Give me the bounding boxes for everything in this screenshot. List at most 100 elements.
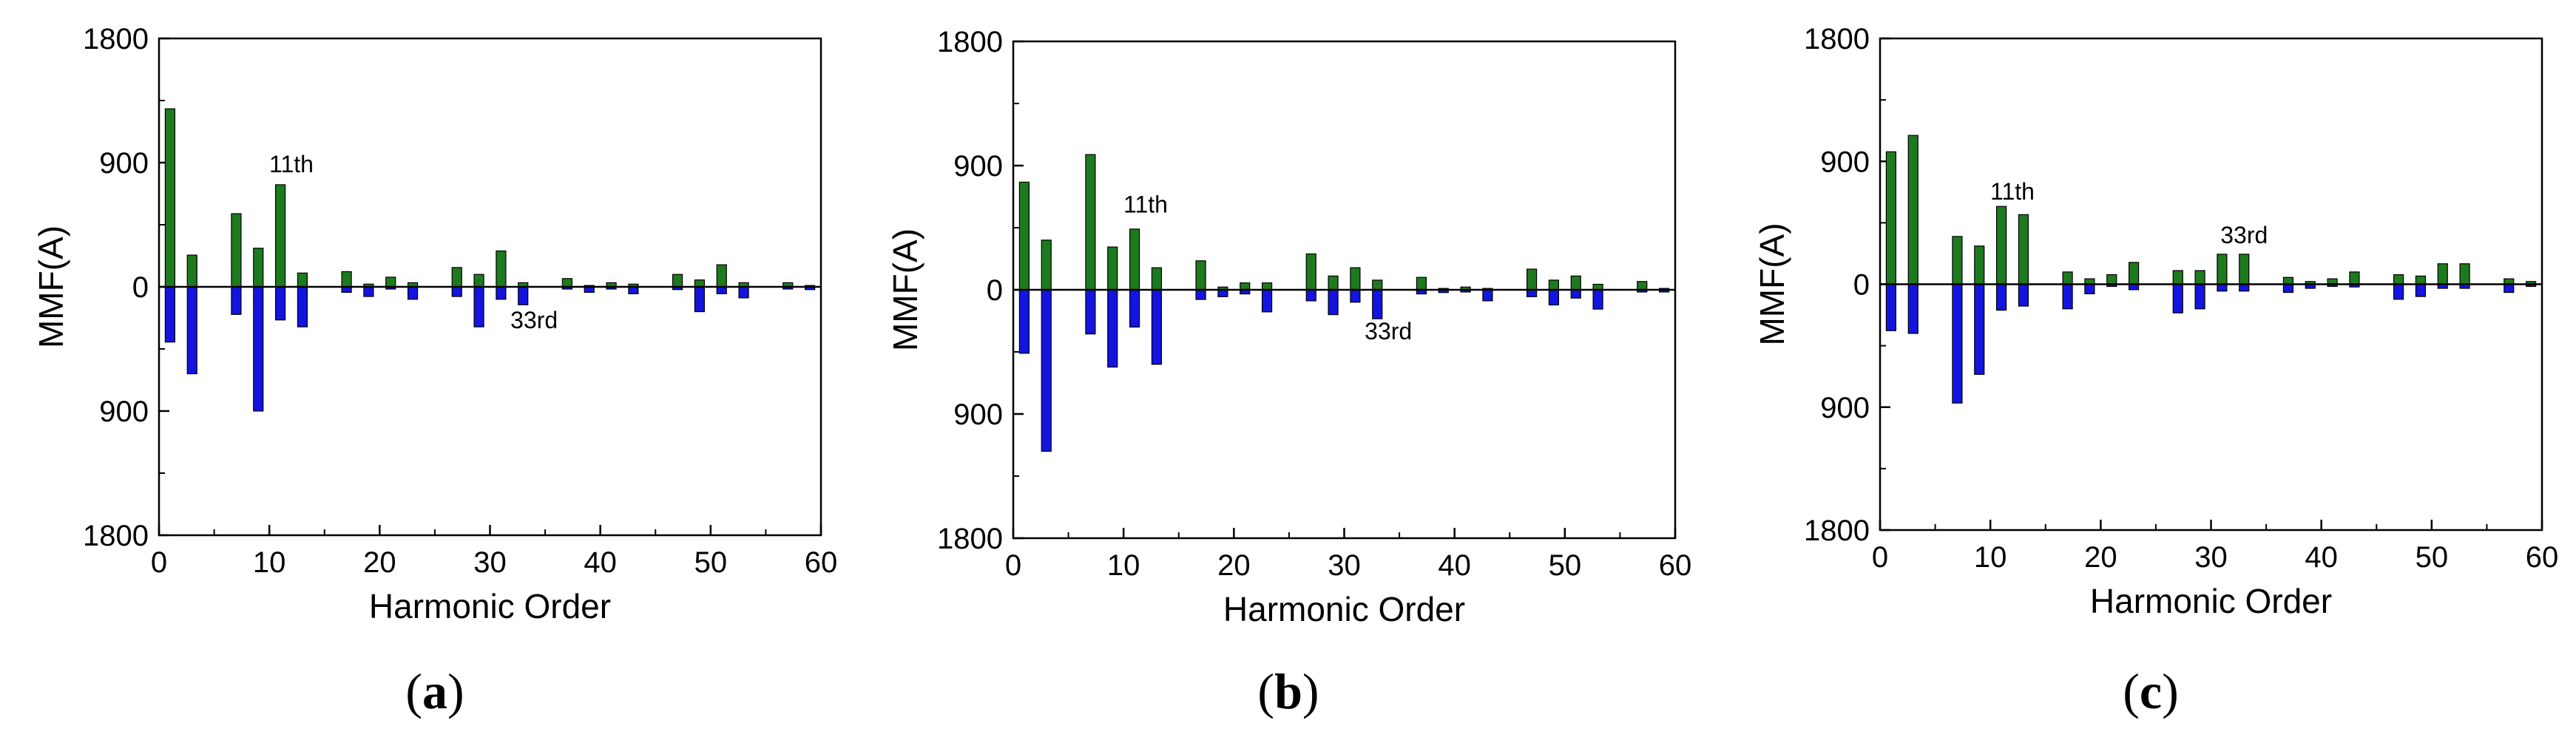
y-tick-label: 0 (987, 274, 1003, 307)
y-tick-label: 900 (953, 150, 1003, 183)
bar-negative (1548, 289, 1560, 306)
bar-negative (1952, 283, 1963, 404)
annotation-label: 11th (1123, 191, 1168, 217)
bar-positive (1637, 281, 1648, 291)
caption-open-paren: ( (405, 663, 422, 719)
bar-positive (1129, 228, 1140, 291)
panel-caption: (b) (1257, 663, 1319, 719)
y-tick-label: 1800 (1804, 515, 1870, 547)
bar-negative (694, 286, 706, 313)
bar-negative (1570, 289, 1581, 299)
bar-positive (1372, 279, 1383, 291)
caption-letter: a (422, 663, 447, 719)
bar-negative (738, 286, 749, 299)
bar-positive (1570, 275, 1581, 291)
x-tick-label: 50 (694, 546, 728, 579)
bar-negative (2172, 283, 2183, 313)
y-tick-label: 1800 (937, 26, 1003, 58)
x-axis-title: Harmonic Order (369, 587, 611, 625)
bar-positive (672, 274, 683, 288)
bar-positive (253, 248, 264, 288)
bar-negative (1261, 289, 1273, 313)
bar-positive (341, 271, 352, 288)
x-tick-label: 10 (253, 546, 286, 579)
bar-negative (496, 286, 507, 300)
bar-negative (2217, 283, 2228, 292)
y-axis-title: MMF(A) (886, 228, 924, 351)
bar-negative (1482, 289, 1493, 302)
bar-negative (2062, 283, 2073, 310)
bar-negative (1217, 289, 1228, 297)
panel-caption: (a) (405, 663, 464, 719)
x-tick-label: 50 (2416, 541, 2449, 574)
x-tick-label: 20 (363, 546, 396, 579)
bar-negative (1305, 289, 1316, 302)
bar-negative (1107, 289, 1118, 368)
bar-positive (1041, 240, 1052, 291)
x-tick-label: 40 (1438, 549, 1471, 582)
bar-positive (231, 213, 242, 288)
x-tick-label: 10 (1107, 549, 1140, 582)
bar-positive (297, 272, 308, 288)
y-tick-label: 900 (99, 147, 149, 180)
bar-positive (496, 250, 507, 288)
bar-negative (716, 286, 727, 294)
x-tick-label: 20 (2084, 541, 2117, 574)
bar-negative (2239, 283, 2250, 292)
bar-positive (1885, 151, 1897, 285)
bar-negative (186, 286, 197, 375)
y-tick-label: 900 (1820, 146, 1870, 178)
bar-positive (2349, 271, 2360, 285)
caption-close-paren: ) (1302, 663, 1319, 719)
bar-negative (1151, 289, 1163, 365)
x-tick-label: 50 (1549, 549, 1582, 582)
bar-positive (716, 264, 727, 288)
bar-positive (2239, 254, 2250, 285)
bar-positive (1548, 279, 1560, 291)
bar-positive (1974, 245, 1985, 285)
bar-negative (363, 286, 374, 297)
bar-positive (2437, 263, 2448, 285)
caption-letter: b (1274, 663, 1302, 719)
bar-negative (1526, 289, 1538, 297)
bar-negative (2393, 283, 2404, 300)
bar-positive (1107, 246, 1118, 291)
bar-positive (1085, 154, 1096, 291)
bar-positive (164, 108, 176, 288)
bar-positive (1995, 206, 2007, 285)
bar-negative (518, 286, 529, 305)
bar-negative (297, 286, 308, 327)
bar-positive (1328, 275, 1339, 291)
bar-positive (694, 279, 706, 288)
x-tick-label: 0 (1872, 541, 1888, 574)
annotation-label: 11th (269, 151, 314, 177)
bar-negative (1995, 283, 2007, 311)
bar-positive (2393, 274, 2404, 285)
bar-negative (473, 286, 484, 327)
caption-close-paren: ) (2162, 663, 2179, 719)
bar-positive (186, 254, 197, 288)
bar-positive (2062, 271, 2073, 285)
x-tick-label: 40 (584, 546, 617, 579)
bar-negative (1885, 283, 1897, 331)
x-tick-label: 20 (1217, 549, 1251, 582)
y-axis-title: MMF(A) (1753, 223, 1791, 345)
x-tick-label: 30 (1328, 549, 1361, 582)
bar-negative (1372, 289, 1383, 319)
bar-positive (2282, 276, 2294, 285)
bar-positive (1240, 282, 1251, 291)
x-tick-label: 40 (2305, 541, 2338, 574)
y-tick-label: 900 (99, 396, 149, 428)
x-tick-label: 30 (473, 546, 507, 579)
annotation-label: 11th (1990, 178, 2035, 205)
x-tick-label: 0 (151, 546, 167, 579)
bar-positive (2415, 275, 2427, 285)
y-tick-label: 900 (1820, 392, 1870, 424)
bar-negative (1195, 289, 1206, 300)
bar-negative (253, 286, 264, 412)
bar-positive (2217, 254, 2228, 285)
